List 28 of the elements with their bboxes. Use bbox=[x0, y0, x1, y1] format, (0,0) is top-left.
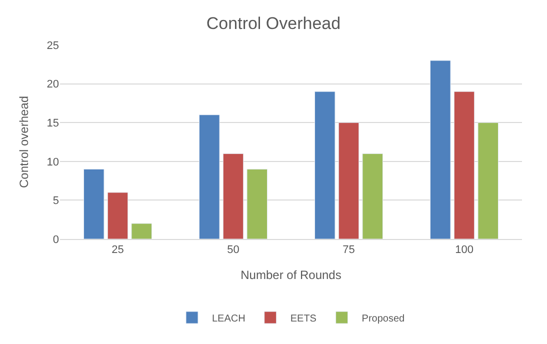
bar bbox=[83, 168, 104, 239]
legend-label: EETS bbox=[290, 313, 317, 324]
x-tick-label: 50 bbox=[227, 244, 240, 256]
bar bbox=[107, 192, 128, 239]
y-tick-label: 10 bbox=[46, 156, 59, 168]
bar bbox=[430, 60, 451, 239]
y-tick-label: 25 bbox=[46, 40, 59, 52]
x-tick-label: 25 bbox=[112, 244, 124, 256]
bar bbox=[222, 153, 244, 239]
bar bbox=[314, 91, 336, 239]
y-tick-label: 15 bbox=[46, 117, 59, 130]
bar bbox=[338, 122, 360, 239]
legend-label: Proposed bbox=[362, 313, 405, 324]
bar bbox=[131, 223, 152, 239]
x-axis-title: Number of Rounds bbox=[240, 268, 342, 282]
y-axis-title: Control overhead bbox=[17, 96, 32, 188]
y-tick-label: 20 bbox=[46, 78, 59, 91]
chart-title: Control Overhead bbox=[206, 14, 341, 34]
legend-label: LEACH bbox=[212, 313, 246, 324]
y-tick-label: 0 bbox=[52, 234, 59, 246]
x-tick-label: 100 bbox=[455, 244, 474, 256]
x-tick-label: 75 bbox=[342, 244, 355, 256]
bar bbox=[198, 114, 220, 239]
bar bbox=[362, 153, 384, 239]
y-tick-label: 5 bbox=[52, 195, 59, 208]
bar bbox=[246, 168, 268, 239]
bar bbox=[478, 122, 499, 239]
bar bbox=[454, 91, 475, 239]
